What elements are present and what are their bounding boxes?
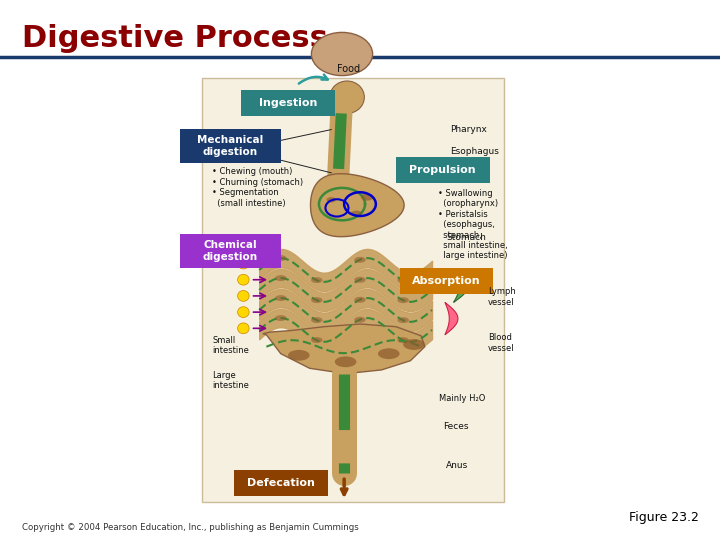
FancyBboxPatch shape	[180, 129, 281, 163]
Ellipse shape	[397, 297, 409, 303]
Ellipse shape	[361, 194, 374, 201]
Ellipse shape	[354, 257, 366, 263]
Text: Feces: Feces	[443, 422, 468, 431]
Text: Digestive Process: Digestive Process	[22, 24, 328, 53]
Ellipse shape	[288, 350, 310, 361]
Ellipse shape	[397, 277, 409, 283]
Polygon shape	[310, 174, 404, 237]
Ellipse shape	[311, 337, 323, 343]
Ellipse shape	[238, 323, 249, 334]
Text: Absorption: Absorption	[412, 276, 481, 286]
Text: Blood
vessel: Blood vessel	[488, 333, 515, 353]
Text: Copyright © 2004 Pearson Education, Inc., publishing as Benjamin Cummings: Copyright © 2004 Pearson Education, Inc.…	[22, 523, 359, 532]
Ellipse shape	[311, 317, 323, 323]
Text: Stomach: Stomach	[446, 233, 486, 242]
Polygon shape	[263, 324, 425, 374]
Text: Small
intestine: Small intestine	[212, 336, 249, 355]
Ellipse shape	[311, 277, 323, 283]
Text: Propulsion: Propulsion	[410, 165, 476, 175]
Ellipse shape	[275, 315, 287, 321]
Ellipse shape	[238, 258, 249, 269]
Polygon shape	[454, 270, 468, 302]
FancyBboxPatch shape	[234, 470, 328, 496]
Text: Ingestion: Ingestion	[258, 98, 318, 107]
Ellipse shape	[330, 81, 364, 113]
Text: Anus: Anus	[446, 461, 469, 470]
Text: Chemical
digestion: Chemical digestion	[203, 240, 258, 262]
Ellipse shape	[238, 242, 249, 253]
Text: Defecation: Defecation	[247, 478, 315, 488]
Text: Figure 23.2: Figure 23.2	[629, 511, 698, 524]
Ellipse shape	[335, 356, 356, 367]
Polygon shape	[445, 302, 458, 335]
Text: Mainly H₂O: Mainly H₂O	[439, 394, 485, 403]
Text: Large
intestine: Large intestine	[212, 371, 249, 390]
Ellipse shape	[354, 297, 366, 303]
Ellipse shape	[327, 197, 336, 202]
Text: Esophagus: Esophagus	[450, 147, 499, 156]
Ellipse shape	[311, 32, 373, 76]
Ellipse shape	[238, 274, 249, 285]
FancyBboxPatch shape	[400, 268, 493, 294]
FancyBboxPatch shape	[180, 234, 281, 268]
Ellipse shape	[397, 317, 409, 323]
FancyBboxPatch shape	[396, 157, 490, 183]
Ellipse shape	[354, 277, 366, 283]
Ellipse shape	[275, 295, 287, 301]
Text: • Chewing (mouth)
• Churning (stomach)
• Segmentation
  (small intestine): • Chewing (mouth) • Churning (stomach) •…	[212, 167, 304, 207]
Ellipse shape	[351, 211, 361, 216]
FancyBboxPatch shape	[202, 78, 504, 502]
Ellipse shape	[238, 307, 249, 318]
Ellipse shape	[403, 339, 425, 350]
Text: • Swallowing
  (oropharynx)
• Peristalsis
  (esophagus,
  stomach,
  small intes: • Swallowing (oropharynx) • Peristalsis …	[438, 189, 508, 260]
Ellipse shape	[397, 337, 409, 343]
Ellipse shape	[311, 297, 323, 303]
Text: Food: Food	[337, 64, 360, 74]
Ellipse shape	[238, 291, 249, 301]
Text: Pharynx: Pharynx	[450, 125, 487, 134]
Ellipse shape	[275, 275, 287, 281]
Ellipse shape	[275, 255, 287, 261]
Ellipse shape	[354, 317, 366, 323]
Text: Mechanical
digestion: Mechanical digestion	[197, 135, 264, 157]
Ellipse shape	[378, 348, 400, 359]
FancyBboxPatch shape	[241, 90, 335, 116]
Text: Lymph
vessel: Lymph vessel	[488, 287, 516, 307]
